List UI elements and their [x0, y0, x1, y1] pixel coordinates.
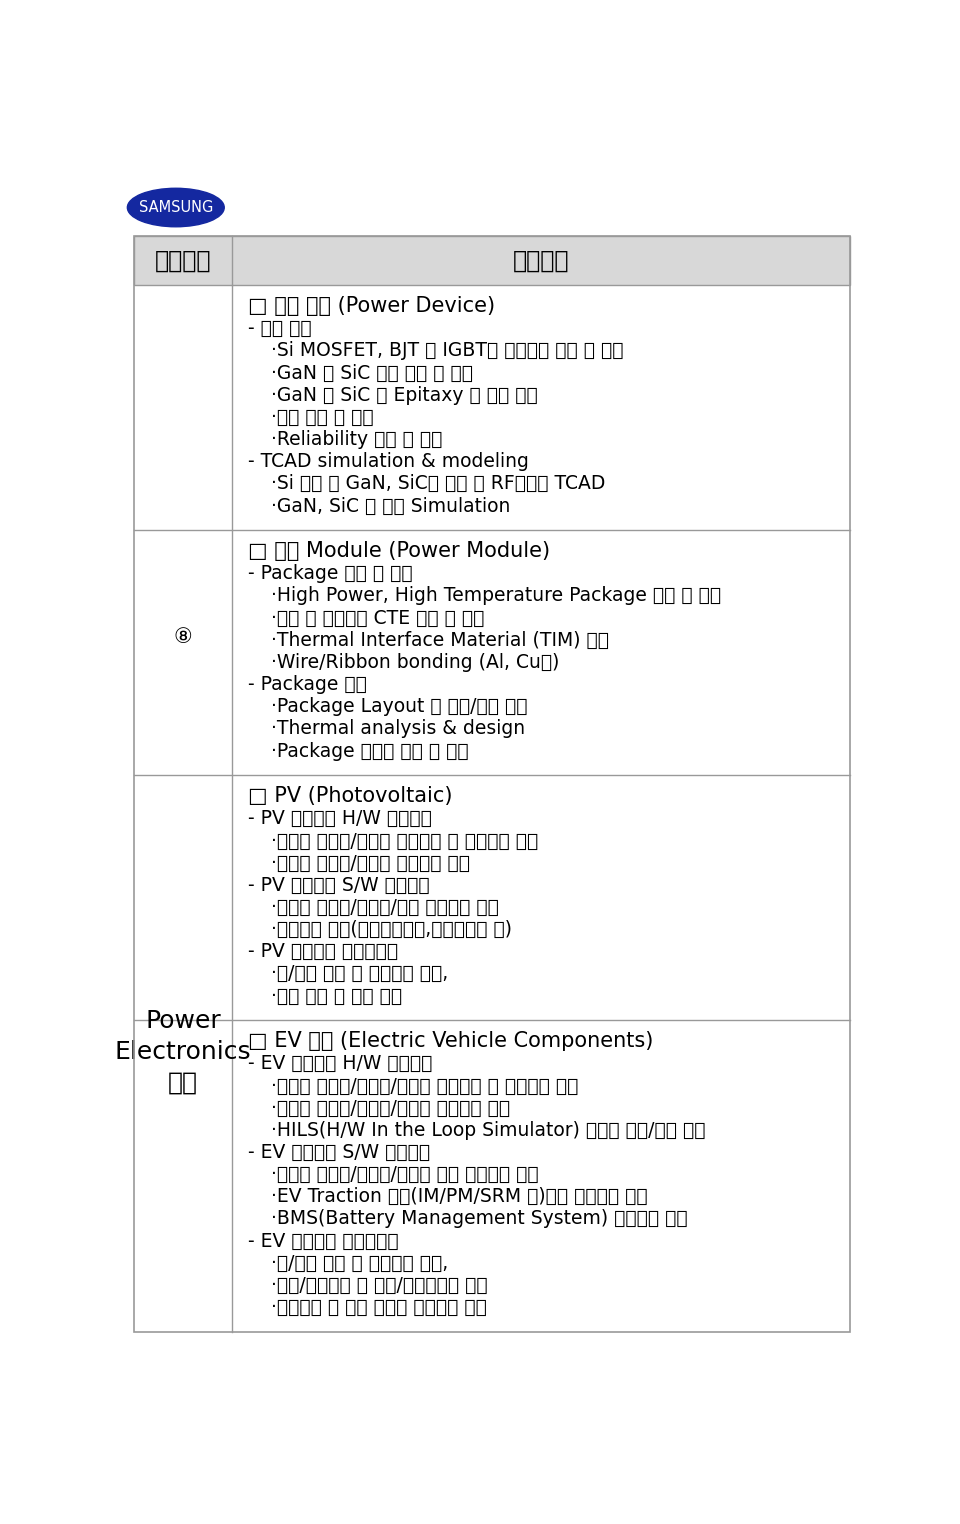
Text: - PV 전력기기 S/W 설계기술: - PV 전력기기 S/W 설계기술	[248, 876, 429, 895]
Text: ·Reliability 설계 및 평가: ·Reliability 설계 및 평가	[271, 430, 443, 450]
Text: - EV 전력기기 시스템기술: - EV 전력기기 시스템기술	[248, 1231, 398, 1251]
Text: ·Package Layout 및 구조/기구 설계: ·Package Layout 및 구조/기구 설계	[271, 696, 528, 716]
Text: ·Thermal analysis & design: ·Thermal analysis & design	[271, 719, 525, 738]
Text: 모집분야: 모집분야	[155, 248, 211, 273]
Text: ·대용량 인버터/컨버터 토폴로지 및 파위회로 개발: ·대용량 인버터/컨버터 토폴로지 및 파위회로 개발	[271, 832, 539, 850]
Text: ·BMS(Battery Management System) 알고리즘 개발: ·BMS(Battery Management System) 알고리즘 개발	[271, 1210, 687, 1228]
Text: ·계통연계 기술(단독운전방지,상간불평형 등): ·계통연계 기술(단독운전방지,상간불평형 등)	[271, 920, 512, 939]
Text: ·스택 설계 및 구조 설계: ·스택 설계 및 구조 설계	[271, 986, 402, 1006]
Text: ·진동/충격해석 및 내진/내충격구조 설계: ·진동/충격해석 및 내진/내충격구조 설계	[271, 1276, 488, 1295]
Text: ·소자 평가 및 분석: ·소자 평가 및 분석	[271, 408, 373, 427]
Text: - EV 전력기기 S/W 설계기술: - EV 전력기기 S/W 설계기술	[248, 1143, 430, 1161]
Text: ·파위기기 및 차량 신뢰성 평가기술 개발: ·파위기기 및 차량 신뢰성 평가기술 개발	[271, 1298, 487, 1317]
Text: ·High Power, High Temperature Package 재료 및 공정: ·High Power, High Temperature Package 재료…	[271, 587, 721, 605]
Text: ·열/유동 해석 및 방열구조 설계,: ·열/유동 해석 및 방열구조 설계,	[271, 965, 448, 983]
Text: - 전력 소자: - 전력 소자	[248, 320, 311, 338]
Text: - EV 전력기기 H/W 설계기술: - EV 전력기기 H/W 설계기술	[248, 1055, 432, 1073]
Text: ·대용량 인버터/컨버터/충전기 제어 알고리즘 개발: ·대용량 인버터/컨버터/충전기 제어 알고리즘 개발	[271, 1164, 539, 1184]
Text: ·HILS(H/W In the Loop Simulator) 시스템 설계/구축 기술: ·HILS(H/W In the Loop Simulator) 시스템 설계/…	[271, 1120, 706, 1140]
Text: ·대용량 인버터/컨버터/충전기 토폴로지 및 파위회로 개발: ·대용량 인버터/컨버터/충전기 토폴로지 및 파위회로 개발	[271, 1076, 579, 1096]
Text: SAMSUNG: SAMSUNG	[138, 200, 213, 215]
Text: - PV 전력기기 H/W 설계기술: - PV 전력기기 H/W 설계기술	[248, 809, 432, 829]
Text: 분야: 분야	[168, 1071, 198, 1094]
Text: ·Si 소자 및 GaN, SiC등 전력 및 RF소자의 TCAD: ·Si 소자 및 GaN, SiC등 전력 및 RF소자의 TCAD	[271, 474, 606, 494]
Text: □ 전력 소자 (Power Device): □ 전력 소자 (Power Device)	[248, 296, 495, 315]
Ellipse shape	[128, 189, 225, 227]
Text: □ PV (Photovoltaic): □ PV (Photovoltaic)	[248, 786, 452, 806]
Text: - PV 전력기기 시스템기술: - PV 전력기기 시스템기술	[248, 942, 398, 962]
Text: Electronics: Electronics	[115, 1039, 252, 1064]
Text: ·대용량 인버터/컨버터 제어회로 개발: ·대용량 인버터/컨버터 제어회로 개발	[271, 853, 470, 873]
Text: ·GaN 및 SiC 소자 설계 및 공정: ·GaN 및 SiC 소자 설계 및 공정	[271, 364, 473, 383]
Text: ·대용량 인버터/컨버터/제어 알고리즘 개발: ·대용량 인버터/컨버터/제어 알고리즘 개발	[271, 898, 499, 917]
Text: ·Package 신뢰성 설계 및 평가: ·Package 신뢰성 설계 및 평가	[271, 742, 468, 760]
Text: ⑧: ⑧	[174, 628, 193, 648]
Text: - Package 설계: - Package 설계	[248, 675, 367, 693]
Text: ·GaN 및 SiC 의 Epitaxy 등 증착 공정: ·GaN 및 SiC 의 Epitaxy 등 증착 공정	[271, 386, 538, 405]
Text: ·대용량 인버터/컨버터/충전기 제어회로 개발: ·대용량 인버터/컨버터/충전기 제어회로 개발	[271, 1099, 511, 1117]
Text: ·열/유동 해석 및 방열구조 설계,: ·열/유동 해석 및 방열구조 설계,	[271, 1254, 448, 1273]
Text: ·EV Traction 모터(IM/PM/SRM 等)구동 알고리즘 개발: ·EV Traction 모터(IM/PM/SRM 等)구동 알고리즘 개발	[271, 1187, 648, 1205]
Bar	[134, 236, 850, 285]
Text: 주요업무: 주요업무	[513, 248, 569, 273]
Text: □ EV 부품 (Electric Vehicle Components): □ EV 부품 (Electric Vehicle Components)	[248, 1032, 653, 1052]
Text: - Package 재료 및 공정: - Package 재료 및 공정	[248, 564, 413, 584]
Text: Power: Power	[145, 1009, 221, 1033]
Text: □ 전력 Module (Power Module): □ 전력 Module (Power Module)	[248, 541, 550, 561]
Text: ·접합 및 이종물질 CTE 설계 및 공정: ·접합 및 이종물질 CTE 설계 및 공정	[271, 608, 485, 628]
Text: ·GaN, SiC 등 재료 Simulation: ·GaN, SiC 등 재료 Simulation	[271, 497, 511, 515]
Text: - TCAD simulation & modeling: - TCAD simulation & modeling	[248, 453, 529, 471]
Text: ·Wire/Ribbon bonding (Al, Cu등): ·Wire/Ribbon bonding (Al, Cu등)	[271, 652, 560, 672]
Text: ·Thermal Interface Material (TIM) 공정: ·Thermal Interface Material (TIM) 공정	[271, 631, 610, 649]
Text: ·Si MOSFET, BJT 및 IGBT등 전력소자 설계 및 공정: ·Si MOSFET, BJT 및 IGBT등 전력소자 설계 및 공정	[271, 341, 624, 361]
